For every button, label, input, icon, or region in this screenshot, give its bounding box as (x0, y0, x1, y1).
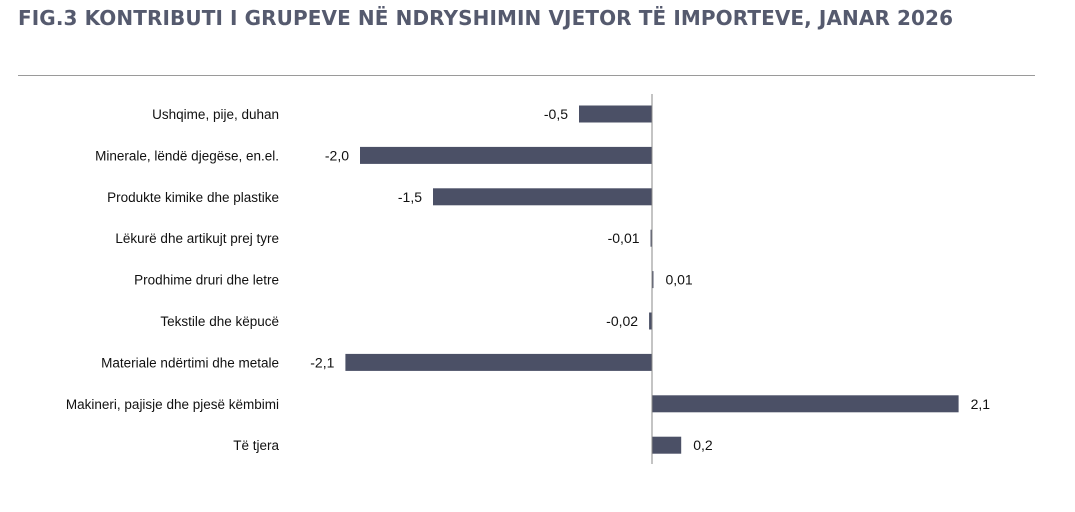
bar (433, 188, 652, 206)
value-label: -1,5 (398, 189, 422, 205)
bar (579, 105, 652, 123)
category-label: Tekstile dhe këpucë (160, 314, 279, 329)
category-label: Produkte kimike dhe plastike (107, 190, 279, 205)
value-label: 0,2 (693, 437, 713, 453)
value-label: -0,02 (606, 313, 638, 329)
category-label: Materiale ndërtimi dhe metale (101, 355, 279, 370)
bar (652, 436, 682, 454)
bar (652, 395, 959, 413)
value-label: -2,0 (325, 147, 349, 163)
category-label: Lëkurë dhe artikujt prej tyre (115, 231, 279, 246)
value-label: -0,5 (544, 106, 568, 122)
bar (650, 229, 652, 247)
value-label: -0,01 (608, 230, 640, 246)
bar (649, 312, 652, 330)
value-label: 0,01 (665, 272, 692, 288)
category-label: Ushqime, pije, duhan (152, 107, 279, 122)
bar (652, 271, 654, 289)
chart-title: FIG.3 KONTRIBUTI I GRUPEVE NË NDRYSHIMIN… (18, 6, 954, 30)
bar (345, 353, 652, 371)
category-label: Minerale, lëndë djegëse, en.el. (95, 148, 279, 163)
bar (360, 146, 652, 164)
title-divider (18, 75, 1035, 76)
category-label: Të tjera (233, 438, 279, 453)
value-label: 2,1 (971, 396, 991, 412)
category-label: Makineri, pajisje dhe pjesë këmbimi (66, 397, 279, 412)
category-label: Prodhime druri dhe letre (134, 273, 279, 288)
value-label: -2,1 (310, 354, 334, 370)
